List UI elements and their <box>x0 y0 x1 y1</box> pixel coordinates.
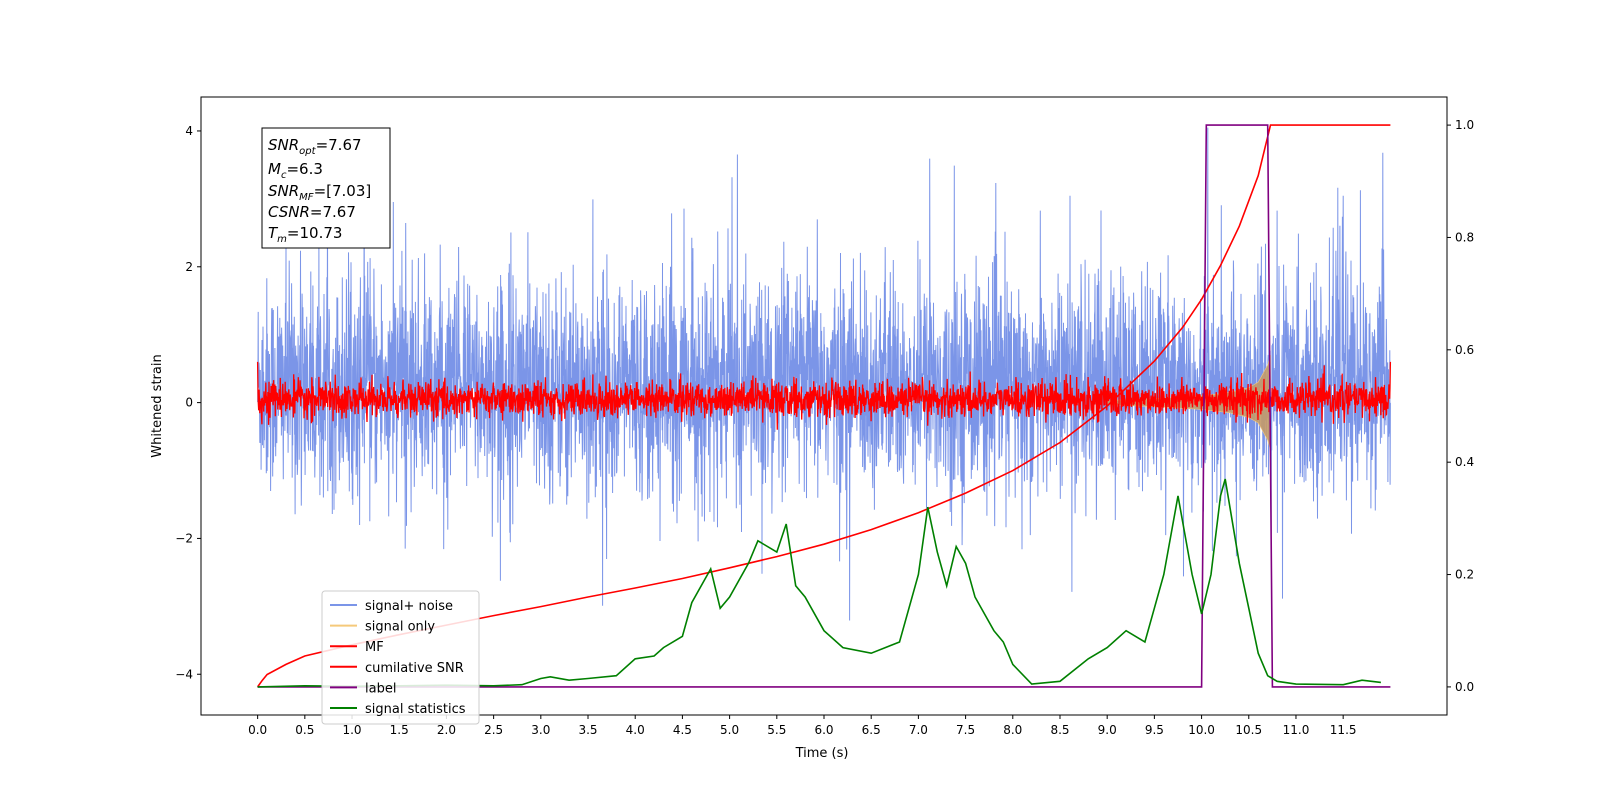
x-tick-label: 1.0 <box>342 723 361 737</box>
y2-tick-label: 0.4 <box>1455 455 1474 469</box>
series-mf <box>256 361 1392 430</box>
x-tick-label: 8.0 <box>1003 723 1022 737</box>
noise-line <box>257 127 1391 621</box>
stat-tm: Tm=10.73 <box>268 224 342 245</box>
y-tick-label: −2 <box>175 531 193 545</box>
x-tick-label: 9.5 <box>1145 723 1164 737</box>
x-tick-label: 11.0 <box>1283 723 1310 737</box>
stat-snr-mf: SNRMF=[7.03] <box>268 182 371 203</box>
x-tick-label: 8.5 <box>1050 723 1069 737</box>
legend-label: signal statistics <box>365 702 466 717</box>
x-tick-label: 6.5 <box>862 723 881 737</box>
y-tick-label: 4 <box>185 124 193 138</box>
y2-tick-label: 1.0 <box>1455 118 1474 132</box>
y-axis-label: Whitened strain <box>150 354 165 457</box>
series-signal-plus-noise <box>257 127 1391 621</box>
label-line <box>257 124 1391 688</box>
y-tick-label: −4 <box>175 667 193 681</box>
y2-tick-label: 0.0 <box>1455 680 1474 694</box>
x-tick-label: 11.5 <box>1330 723 1357 737</box>
x-tick-label: 2.0 <box>437 723 456 737</box>
x-axis: 0.0 0.5 1.0 1.5 2.0 2.5 3.0 3.5 4.0 4.5 5.0 5.5 6.0 6… <box>248 715 1357 737</box>
x-tick-label: 4.5 <box>673 723 692 737</box>
x-tick-label: 0.5 <box>295 723 314 737</box>
x-tick-label: 0.0 <box>248 723 267 737</box>
legend-label: signal only <box>365 620 435 635</box>
x-tick-label: 10.5 <box>1235 723 1262 737</box>
y2-tick-label: 0.2 <box>1455 568 1474 582</box>
x-tick-label: 3.5 <box>578 723 597 737</box>
series-signal-statistics <box>257 478 1381 688</box>
x-tick-label: 7.5 <box>956 723 975 737</box>
x-tick-label: 1.5 <box>390 723 409 737</box>
legend: signal+ noise signal only MF cumilative SNR… <box>321 590 480 725</box>
y-tick-label: 2 <box>185 260 193 274</box>
x-tick-label: 3.0 <box>531 723 550 737</box>
y2-tick-label: 0.8 <box>1455 230 1474 244</box>
legend-label: label <box>365 681 396 696</box>
legend-label: cumilative SNR <box>365 661 464 676</box>
y2-tick-label: 0.6 <box>1455 343 1474 357</box>
stat-csnr: CSNR=7.67 <box>268 203 356 221</box>
x-tick-label: 6.0 <box>814 723 833 737</box>
mf-line <box>256 361 1392 430</box>
x-tick-label: 7.0 <box>909 723 928 737</box>
x-axis-label: Time (s) <box>795 746 849 761</box>
x-tick-label: 10.0 <box>1188 723 1215 737</box>
signal-statistics-line <box>257 478 1381 688</box>
x-tick-label: 2.5 <box>484 723 503 737</box>
x-tick-label: 9.0 <box>1098 723 1117 737</box>
legend-frame <box>321 590 480 725</box>
y-tick-label: 0 <box>185 396 193 410</box>
x-tick-label: 4.0 <box>626 723 645 737</box>
stats-box-frame <box>261 127 391 249</box>
x-tick-label: 5.5 <box>767 723 786 737</box>
x-tick-label: 5.0 <box>720 723 739 737</box>
legend-label: MF <box>365 640 384 655</box>
y-axis-left: −4 −2 0 2 4 <box>175 124 201 681</box>
series-label <box>257 124 1391 688</box>
stat-mc: Mc=6.3 <box>268 160 323 181</box>
y-axis-right: 0.0 0.2 0.4 0.6 0.8 1.0 <box>1447 118 1474 694</box>
legend-label: signal+ noise <box>365 599 453 614</box>
stat-snr-opt: SNRopt=7.67 <box>268 136 362 157</box>
stats-box: SNRopt=7.67 Mc=6.3 SNRMF=[7.03] CSNR=7.6… <box>261 127 391 249</box>
